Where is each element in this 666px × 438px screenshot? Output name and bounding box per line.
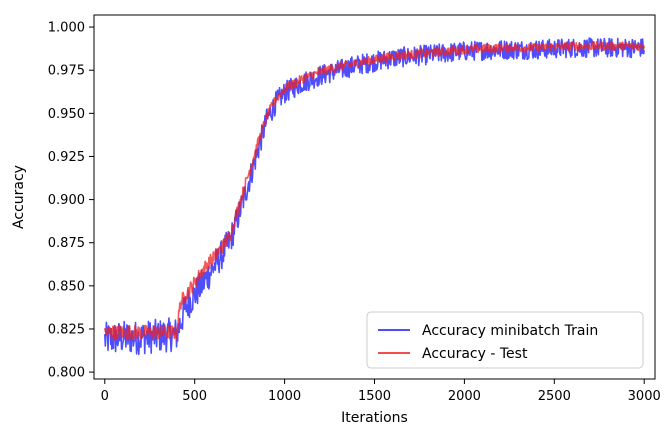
series-layer — [103, 37, 646, 356]
x-tick-label: 2000 — [448, 389, 481, 404]
y-tick-label: 0.900 — [48, 193, 85, 208]
x-tick-label: 3000 — [628, 389, 661, 404]
y-tick-label: 0.800 — [48, 366, 85, 381]
x-tick-label: 2500 — [538, 389, 571, 404]
y-tick-label: 0.975 — [48, 64, 85, 79]
legend-box — [366, 311, 644, 369]
y-tick-label: 0.850 — [48, 279, 85, 294]
labels-layer: Iterations Accuracy — [11, 165, 408, 426]
x-tick-label: 0 — [101, 389, 109, 404]
y-tick-label: 0.875 — [48, 236, 85, 251]
x-tick-label: 1000 — [268, 389, 301, 404]
x-axis-label: Iterations — [341, 410, 408, 426]
y-tick-label: 0.925 — [48, 150, 85, 165]
y-axis-label: Accuracy — [11, 165, 27, 229]
y-tick-label: 0.950 — [48, 107, 85, 122]
legend-label-train: Accuracy minibatch Train — [422, 323, 598, 339]
axes-layer: 0 500 1000 1500 2000 2500 3000 0.800 0.825 0.850 0… — [48, 14, 661, 404]
x-tick-label: 1500 — [358, 389, 391, 404]
y-tick-label: 1.000 — [48, 21, 85, 36]
series-line-test — [103, 40, 645, 341]
y-tick-label: 0.825 — [48, 322, 85, 337]
x-tick-label: 500 — [182, 389, 207, 404]
legend: Accuracy minibatch Train Accuracy - Test — [366, 311, 644, 369]
legend-label-test: Accuracy - Test — [422, 346, 528, 362]
